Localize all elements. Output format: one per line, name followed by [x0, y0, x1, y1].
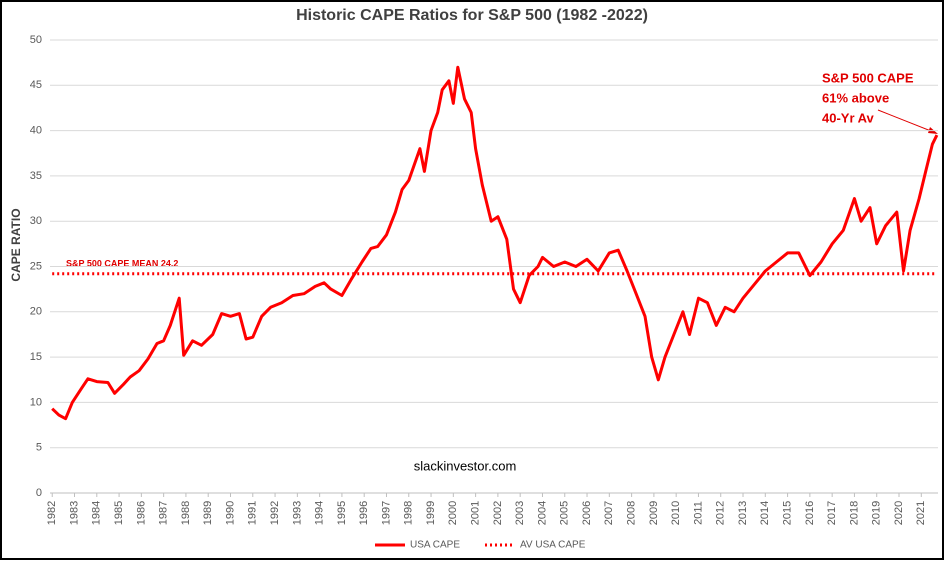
x-tick-label: 1995	[336, 501, 348, 525]
annotation: 61% above	[822, 90, 889, 105]
x-tick-label: 1989	[202, 501, 214, 525]
y-tick-label: 10	[30, 396, 42, 408]
line-series	[51, 65, 939, 421]
x-tick-label: 1997	[380, 501, 392, 525]
x-tick-label: 2019	[871, 501, 883, 525]
x-tick-label: 2014	[759, 501, 771, 525]
legend-label: USA CAPE	[410, 540, 460, 551]
x-tick-label: 2015	[781, 501, 793, 525]
mean-annotation: S&P 500 CAPE MEAN 24.2	[66, 258, 178, 268]
x-tick-label: 1996	[358, 501, 370, 525]
x-tick-label: 1992	[269, 501, 281, 525]
chart-title: Historic CAPE Ratios for S&P 500 (1982 -…	[296, 7, 648, 24]
legend-label: AV USA CAPE	[520, 540, 586, 551]
x-tick-label: 1983	[68, 501, 80, 525]
x-tick-label: 2001	[470, 501, 482, 525]
x-tick-label: 1987	[158, 501, 170, 525]
x-tick-label: 1982	[46, 501, 58, 525]
x-tick-label: 2007	[603, 501, 615, 525]
y-tick-label: 40	[30, 125, 42, 137]
x-tick-label: 1984	[91, 501, 103, 525]
y-tick-label: 45	[30, 79, 42, 91]
x-tick-label: 1994	[314, 501, 326, 525]
annotation-arrow	[877, 109, 937, 134]
annotation: S&P 500 CAPE	[822, 70, 914, 85]
x-tick-label: 2009	[648, 501, 660, 525]
y-tick-label: 25	[30, 260, 42, 272]
annotation: 40-Yr Av	[822, 110, 875, 125]
x-tick-label: 2018	[848, 501, 860, 525]
x-tick-label: 2017	[826, 501, 838, 525]
x-tick-label: 2008	[626, 501, 638, 525]
watermark: slackinvestor.com	[414, 458, 517, 473]
x-tick-label: 1990	[224, 501, 236, 525]
x-tick-label: 1985	[113, 501, 125, 525]
x-tick-label: 1991	[247, 501, 259, 525]
x-tick-label: 1998	[403, 501, 415, 525]
x-tick-label: 2003	[514, 501, 526, 525]
x-tick-label: 2010	[670, 501, 682, 525]
y-tick-label: 15	[30, 351, 42, 363]
x-tick-label: 2005	[559, 501, 571, 525]
x-tick-label: 2013	[737, 501, 749, 525]
x-tick-label: 1988	[180, 501, 192, 525]
x-tick-label: 1986	[135, 501, 147, 525]
x-tick-label: 2006	[581, 501, 593, 525]
x-tick-label: 1999	[425, 501, 437, 525]
x-tick-label: 2004	[536, 501, 548, 525]
x-tick-label: 2021	[915, 501, 927, 525]
y-tick-label: 5	[36, 442, 42, 454]
y-tick-label: 50	[30, 34, 42, 46]
x-tick-label: 2016	[804, 501, 816, 525]
y-tick-label: 20	[30, 306, 42, 318]
y-tick-label: 35	[30, 170, 42, 182]
x-tick-label: 1993	[291, 501, 303, 525]
x-tick-label: 2020	[893, 501, 905, 525]
y-tick-label: 30	[30, 215, 42, 227]
x-tick-label: 2012	[715, 501, 727, 525]
x-tick-label: 2000	[447, 501, 459, 525]
x-tick-label: 2011	[692, 501, 704, 525]
x-tick-label: 2002	[492, 501, 504, 525]
y-tick-label: 0	[36, 487, 42, 499]
y-axis-label: CAPE RATIO	[9, 208, 23, 281]
